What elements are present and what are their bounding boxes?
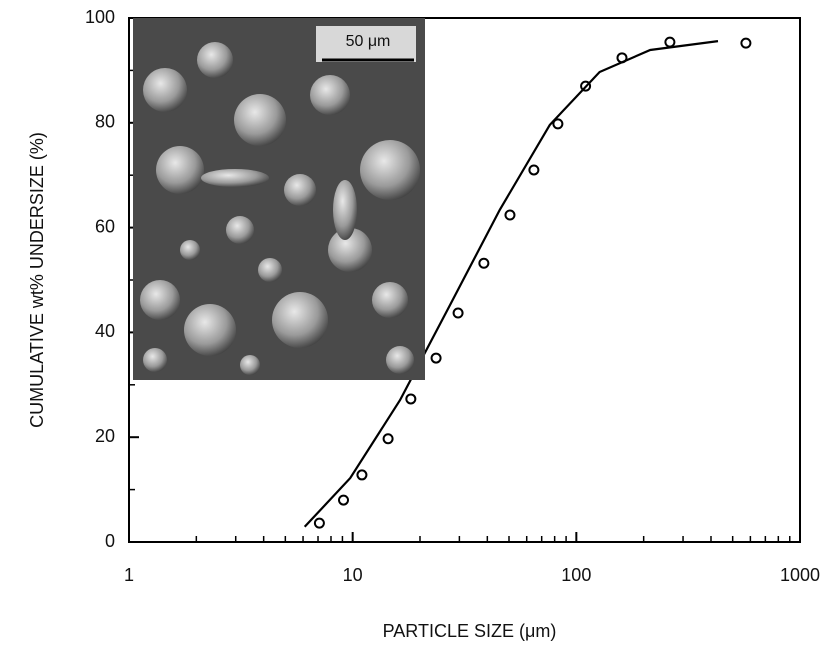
- data-point: [338, 494, 350, 506]
- data-point: [356, 469, 368, 481]
- y-tick-label: 80: [95, 112, 115, 132]
- scale-bar-label: 50 μm: [346, 33, 391, 50]
- x-tick-label: 1000: [780, 565, 820, 585]
- data-point: [382, 433, 394, 445]
- x-tick-label: 10: [343, 565, 363, 585]
- data-point: [452, 307, 464, 319]
- sem-inset: 50 μm: [133, 18, 425, 380]
- data-point: [313, 517, 325, 529]
- data-point: [504, 209, 516, 221]
- data-point: [405, 393, 417, 405]
- y-tick-label: 60: [95, 216, 115, 236]
- data-point: [528, 164, 540, 176]
- data-point: [664, 36, 676, 48]
- y-tick-label: 40: [95, 321, 115, 341]
- x-axis-title: PARTICLE SIZE (μm): [383, 621, 557, 641]
- data-point: [552, 118, 564, 130]
- y-tick-label: 100: [85, 7, 115, 27]
- data-point: [430, 352, 442, 364]
- y-tick-label: 0: [105, 531, 115, 551]
- data-point: [740, 37, 752, 49]
- fit-line: [303, 40, 719, 528]
- x-tick-label: 1: [124, 565, 134, 585]
- data-point: [478, 257, 490, 269]
- x-tick-label: 100: [561, 565, 591, 585]
- y-tick-label: 20: [95, 426, 115, 446]
- data-point: [580, 80, 592, 92]
- y-axis-title: CUMULATIVE wt% UNDERSIZE (%): [27, 132, 47, 428]
